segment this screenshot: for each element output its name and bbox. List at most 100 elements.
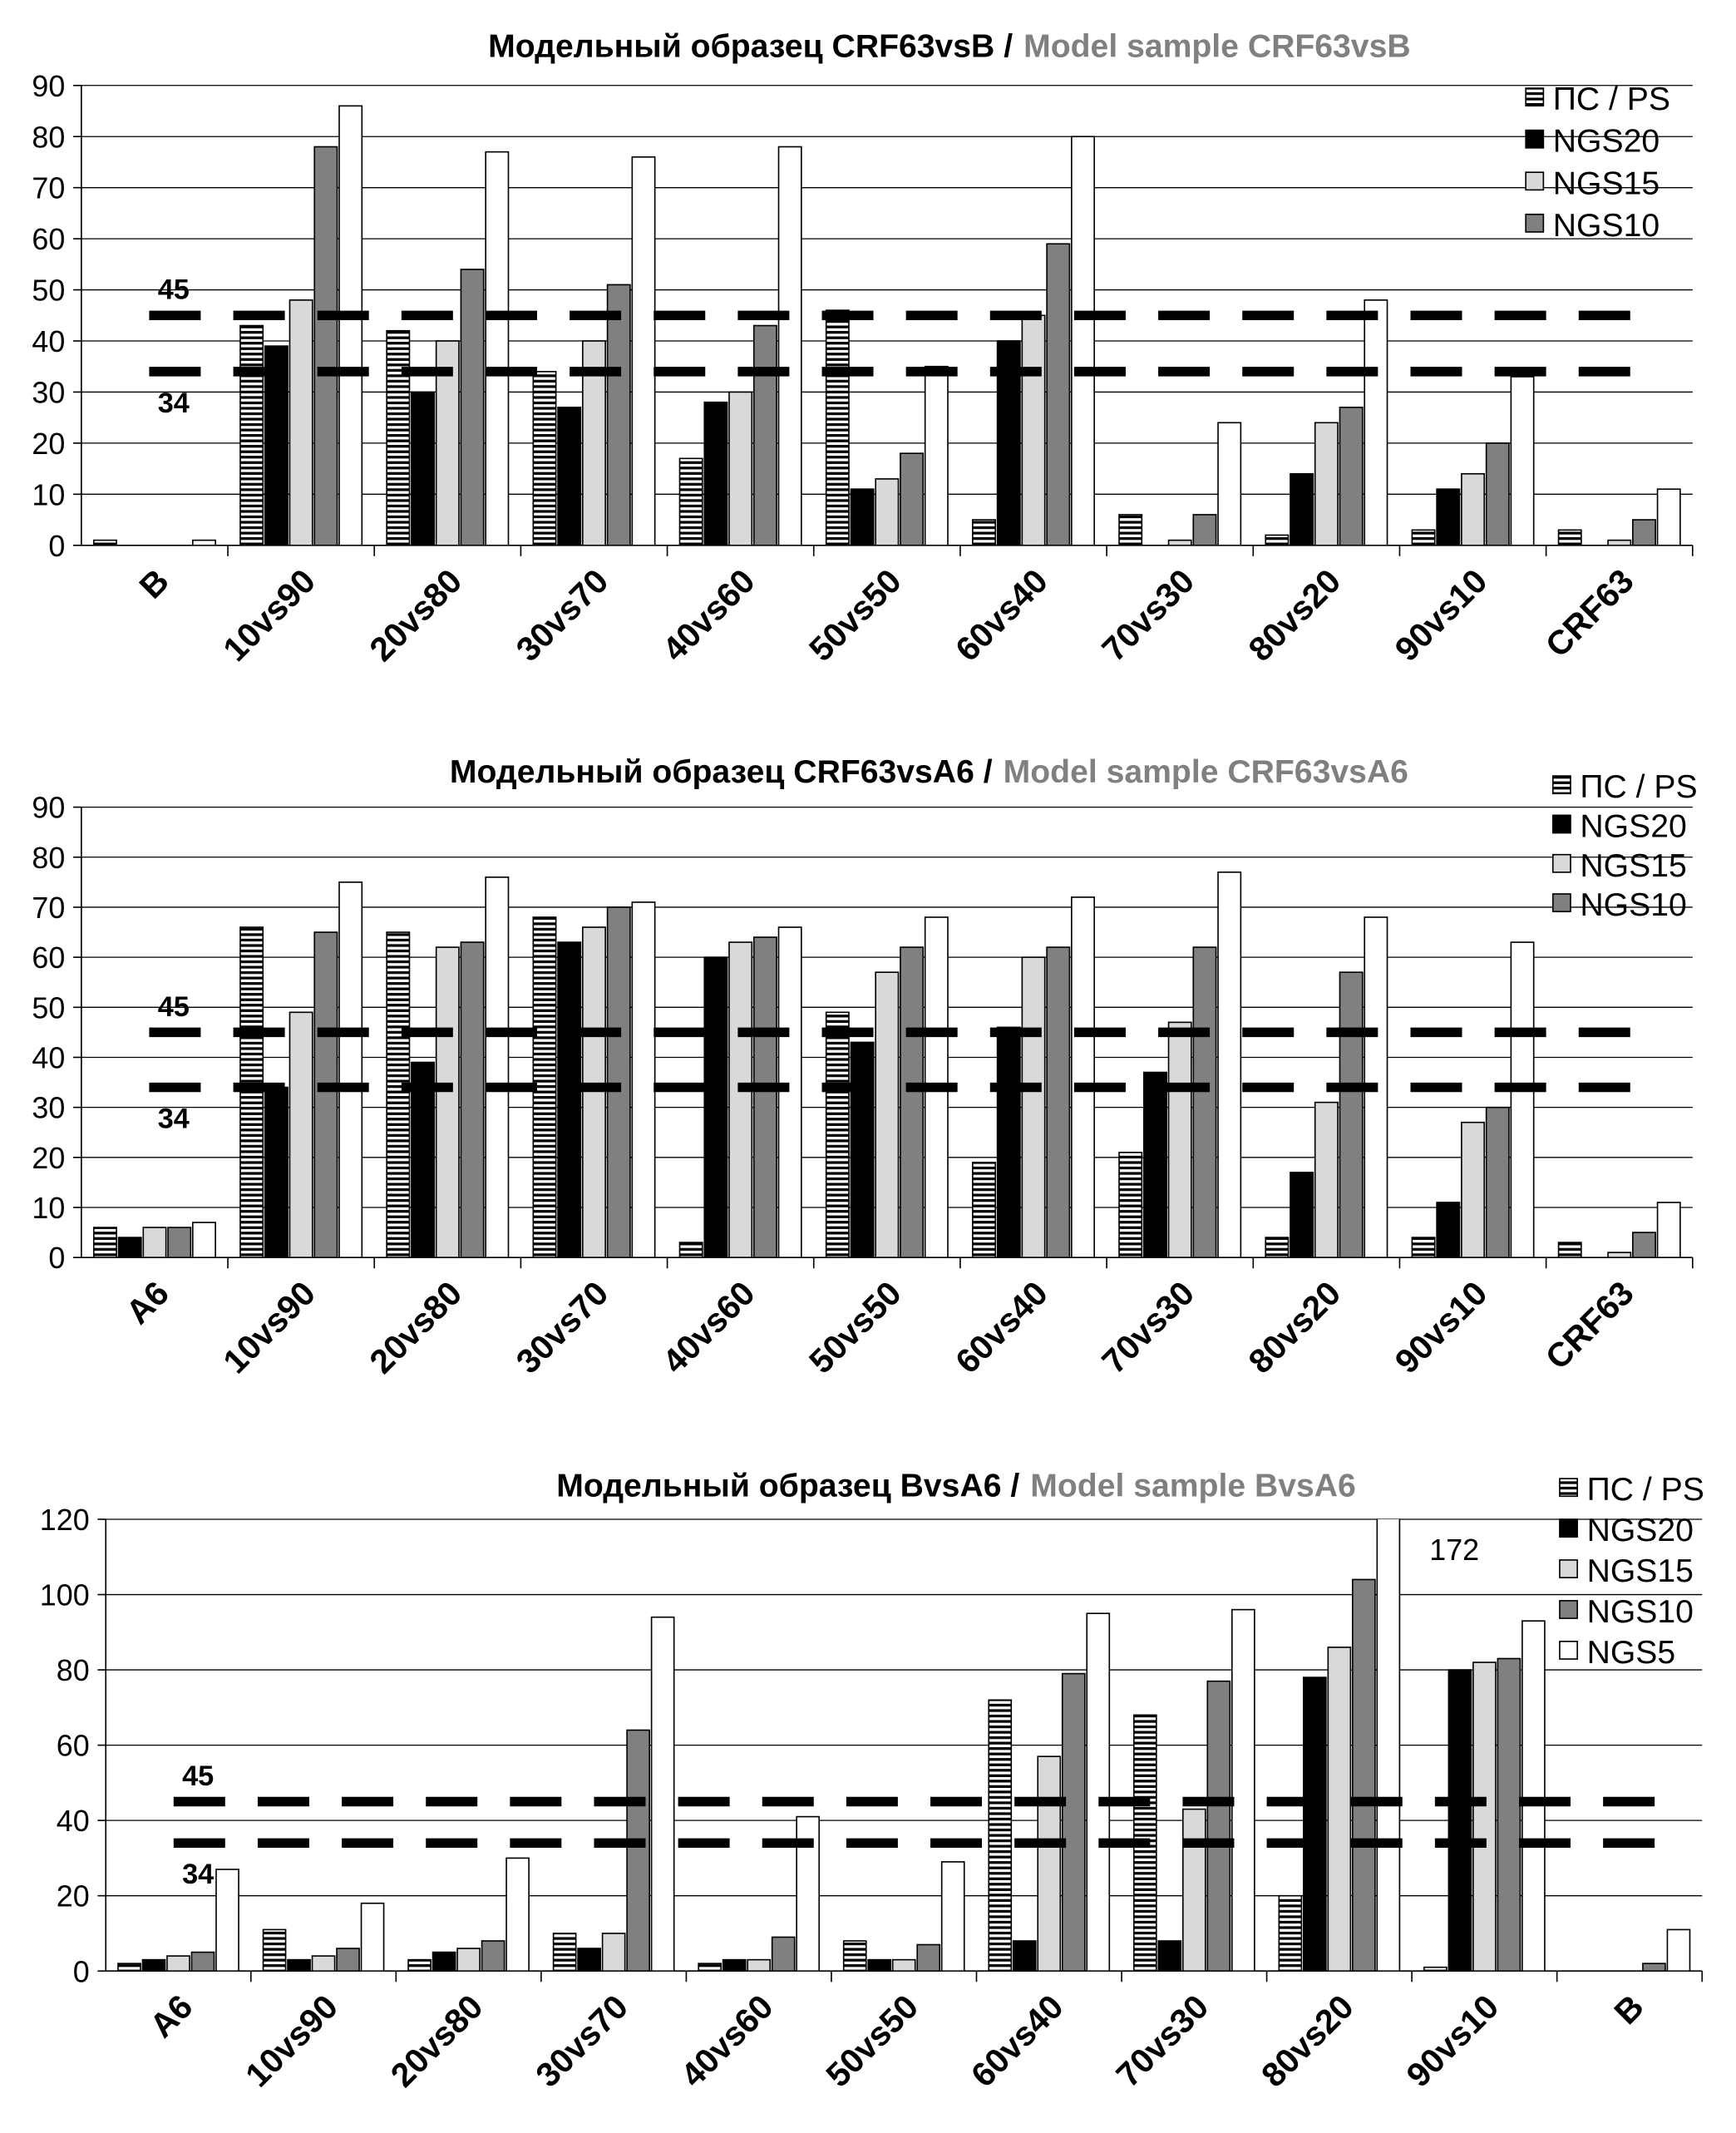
chart-title: Модельный образец CRF63vsB / Model sample… xyxy=(488,29,1410,65)
bar xyxy=(166,1955,190,1972)
bar xyxy=(1423,1966,1447,1972)
legend-swatch xyxy=(1551,893,1571,913)
bar xyxy=(167,1227,192,1258)
bar xyxy=(1510,941,1535,1258)
bar xyxy=(338,881,363,1258)
bar xyxy=(1485,442,1510,546)
x-tick-label: 40vs60 xyxy=(673,1987,781,2095)
bar xyxy=(1192,514,1217,546)
bar xyxy=(1461,1121,1486,1258)
bar xyxy=(1557,1242,1582,1258)
bar xyxy=(1631,1232,1656,1258)
x-tick-label: 70vs30 xyxy=(1094,1274,1201,1381)
legend-swatch xyxy=(1559,1518,1578,1538)
bar xyxy=(338,105,363,546)
legend-swatch xyxy=(1525,171,1545,191)
y-tick-label: 90 xyxy=(32,792,65,825)
legend-swatch xyxy=(1525,213,1545,233)
bar xyxy=(117,1963,141,1972)
title-en: Model sample CRF63vsA6 xyxy=(1004,754,1408,790)
x-tick-label: B xyxy=(132,561,176,605)
bar xyxy=(1376,1519,1401,1972)
bar xyxy=(728,941,753,1258)
bar xyxy=(1157,1940,1182,1972)
bar xyxy=(631,156,656,546)
bar xyxy=(313,146,338,546)
x-tick-label: 70vs30 xyxy=(1109,1987,1216,2095)
bar xyxy=(142,1227,167,1258)
bar xyxy=(1230,1608,1255,1972)
bar xyxy=(900,946,925,1258)
bar xyxy=(1656,488,1681,546)
bar xyxy=(940,1861,965,1972)
y-tick-label: 30 xyxy=(32,1092,65,1125)
x-tick-label: A6 xyxy=(119,1274,176,1331)
x-tick-label: 20vs80 xyxy=(362,561,470,669)
bar xyxy=(1061,1672,1086,1972)
bar xyxy=(606,284,631,546)
bar xyxy=(1012,1940,1037,1972)
legend-label: NGS10 xyxy=(1587,1594,1694,1630)
reference-label: 34 xyxy=(158,388,190,419)
bar xyxy=(264,345,289,546)
chart-title: Модельный образец CRF63vsA6 / Model sampl… xyxy=(450,754,1408,790)
x-tick-label: 60vs40 xyxy=(948,1274,1055,1381)
bar xyxy=(582,926,606,1258)
bar xyxy=(752,324,777,546)
bar xyxy=(703,956,728,1258)
chart: Модельный образец CRF63vsA6 / Model sampl… xyxy=(32,754,1697,1380)
bar xyxy=(485,151,510,546)
x-tick-label: 40vs60 xyxy=(655,561,762,669)
legend-label: NGS10 xyxy=(1580,887,1686,923)
bar xyxy=(460,941,485,1258)
title-ru: Модельный образец CRF63vsB / xyxy=(488,29,1013,65)
y-tick-label: 80 xyxy=(32,842,65,875)
bar xyxy=(777,146,802,546)
bar xyxy=(1339,407,1364,546)
y-tick-label: 0 xyxy=(48,1242,65,1275)
legend-label: ПС / PS xyxy=(1580,769,1697,805)
legend-swatch xyxy=(1525,129,1545,149)
bar xyxy=(626,1729,650,1972)
legend-label: NGS10 xyxy=(1553,208,1660,244)
bar xyxy=(1021,956,1046,1258)
bar xyxy=(678,1242,703,1258)
title-en: Model sample BvsA6 xyxy=(1030,1468,1356,1503)
bar xyxy=(752,936,777,1258)
bar xyxy=(1192,946,1217,1258)
bar xyxy=(92,1227,117,1258)
x-tick-label: 30vs70 xyxy=(528,1987,635,2095)
bar xyxy=(1046,946,1071,1258)
bar xyxy=(532,371,557,546)
y-tick-label: 60 xyxy=(57,1730,90,1763)
bar xyxy=(1206,1680,1231,1972)
bar xyxy=(117,1237,142,1258)
x-tick-label: 10vs90 xyxy=(215,561,323,669)
bar xyxy=(1447,1669,1472,1972)
bar xyxy=(1631,519,1656,546)
bar xyxy=(722,1958,747,1972)
chart-title: Модельный образец BvsA6 / Model sample Bv… xyxy=(556,1468,1356,1503)
y-tick-label: 60 xyxy=(32,223,65,256)
bar xyxy=(850,488,875,546)
y-tick-label: 80 xyxy=(57,1654,90,1687)
x-tick-label: 80vs20 xyxy=(1241,561,1349,669)
bar xyxy=(289,1011,313,1258)
bar xyxy=(1656,1202,1681,1258)
y-tick-label: 60 xyxy=(32,941,65,975)
bar xyxy=(1290,472,1314,546)
bar xyxy=(703,401,728,546)
reference-label: 34 xyxy=(182,1859,214,1890)
bar xyxy=(215,1869,239,1972)
legend-swatch xyxy=(1551,814,1571,834)
bar xyxy=(825,1011,850,1258)
bar xyxy=(485,876,510,1258)
legend-swatch xyxy=(1551,775,1571,795)
x-tick-label: 40vs60 xyxy=(655,1274,762,1381)
bar xyxy=(1557,529,1582,546)
legend-label: ПС / PS xyxy=(1553,81,1670,117)
bar xyxy=(1265,534,1290,546)
x-tick-label: 60vs40 xyxy=(948,561,1055,669)
bar xyxy=(1142,1071,1167,1258)
bar xyxy=(1118,1151,1143,1258)
